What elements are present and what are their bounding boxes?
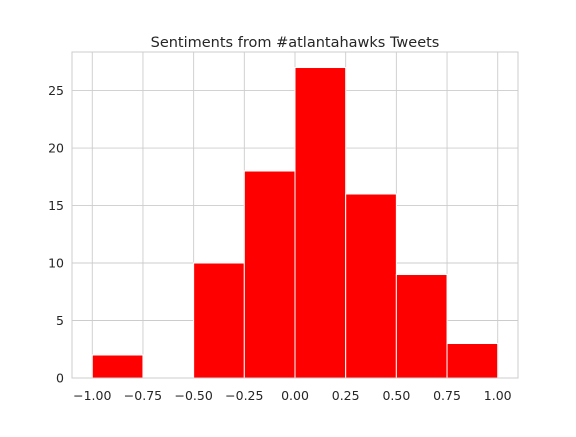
y-tick-label: 5 [56, 313, 64, 328]
histogram-bar [294, 67, 347, 379]
histogram-bar [446, 343, 499, 379]
x-tick-label: −0.50 [174, 388, 212, 403]
x-tick-label: −0.25 [225, 388, 263, 403]
histogram-bar [91, 354, 144, 379]
histogram-bar [243, 170, 296, 379]
x-tick-label: 0.25 [332, 388, 360, 403]
y-axis-ticks: 0 5 10 15 20 25 [48, 83, 64, 385]
x-axis-ticks: −1.00 −0.75 −0.50 −0.25 0.00 0.25 0.50 0.75 1.00 [73, 388, 512, 403]
histogram-bar [345, 193, 397, 379]
histogram-bars [91, 67, 499, 379]
axes-frame [71, 51, 519, 379]
x-tick-label: 0.00 [281, 388, 309, 403]
y-tick-label: 20 [48, 141, 64, 156]
histogram-bar [395, 274, 448, 379]
y-tick-label: 25 [48, 83, 64, 98]
x-tick-label: −0.75 [124, 388, 162, 403]
x-tick-label: 1.00 [484, 388, 512, 403]
histogram-bar [193, 262, 245, 379]
x-tick-label: −1.00 [73, 388, 111, 403]
chart-title: Sentiments from #atlantahawks Tweets [151, 35, 440, 51]
y-tick-label: 15 [48, 198, 64, 213]
x-tick-label: 0.50 [382, 388, 410, 403]
y-tick-label: 0 [56, 371, 64, 386]
x-tick-label: 0.75 [433, 388, 461, 403]
y-tick-label: 10 [48, 256, 64, 271]
